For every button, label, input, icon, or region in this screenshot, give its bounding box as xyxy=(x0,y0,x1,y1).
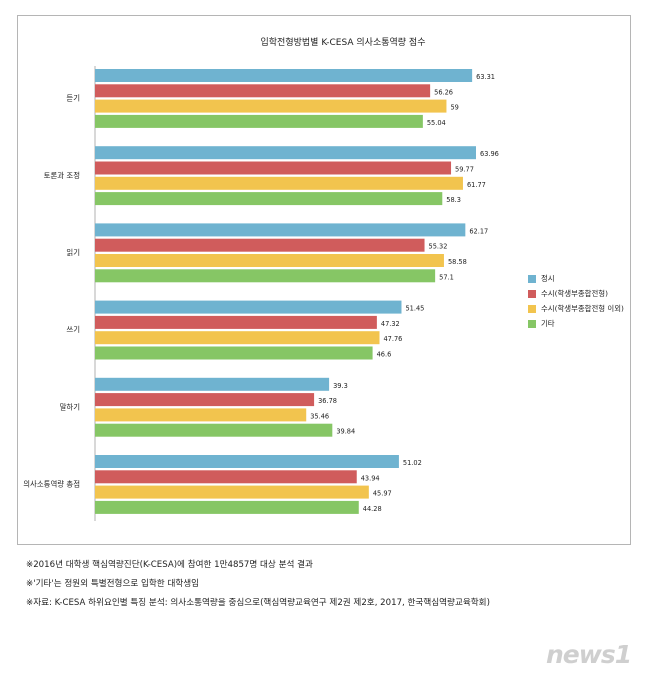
bar xyxy=(95,192,443,206)
bar xyxy=(95,423,333,437)
legend-swatch xyxy=(528,319,536,328)
legend-item: 기타 xyxy=(528,316,624,331)
data-label: 43.94 xyxy=(361,474,380,482)
bar xyxy=(95,69,473,82)
data-label: 58.3 xyxy=(446,196,461,204)
footnote: ※2016년 대학생 핵심역량진단(K-CESA)에 참여한 1만4857명 대… xyxy=(26,560,313,570)
bar xyxy=(95,146,476,160)
bar xyxy=(95,500,359,514)
bar xyxy=(95,269,436,283)
data-label: 46.6 xyxy=(377,351,392,359)
category-label: 읽기 xyxy=(66,248,80,257)
bar xyxy=(95,114,423,128)
bar xyxy=(95,346,373,360)
bar xyxy=(95,300,402,314)
data-label: 63.31 xyxy=(476,73,495,81)
news1-logo: news1 xyxy=(546,640,632,669)
legend-item: 정시 xyxy=(528,271,624,286)
bar xyxy=(95,223,466,237)
bar xyxy=(95,238,425,252)
footnotes: ※2016년 대학생 핵심역량진단(K-CESA)에 참여한 1만4857명 대… xyxy=(26,556,490,613)
legend-swatch xyxy=(528,289,536,298)
data-label: 63.96 xyxy=(480,150,499,158)
bar-chart: 입학전형방법별 K-CESA 의사소통역량 점수 63.31 56.26 59 55.… xyxy=(23,36,499,521)
category-label: 말하기 xyxy=(60,402,80,411)
data-label: 47.76 xyxy=(383,335,402,343)
bar xyxy=(95,470,357,484)
bar xyxy=(95,331,380,345)
data-label: 57.1 xyxy=(439,273,454,281)
bar xyxy=(95,84,431,98)
bars-group: 63.31 56.26 59 55.04 63.96 59.77 61.77 58.3 62.1… xyxy=(95,69,499,514)
data-label: 36.78 xyxy=(318,397,337,405)
data-label: 39.3 xyxy=(333,382,348,390)
data-label: 61.77 xyxy=(467,181,486,189)
data-label: 59 xyxy=(450,104,458,112)
legend-swatch xyxy=(528,274,536,283)
bar xyxy=(95,254,444,267)
data-label: 39.84 xyxy=(336,428,355,436)
data-label: 47.32 xyxy=(381,320,400,328)
data-label: 55.04 xyxy=(427,119,446,127)
data-label: 44.28 xyxy=(363,505,382,513)
legend: 정시 수시(학생부종합전형) 수시(학생부종합전형 이외) 기타 xyxy=(528,271,624,331)
legend-swatch xyxy=(528,304,536,313)
legend-item: 수시(학생부종합전형) xyxy=(528,286,624,301)
bar xyxy=(95,455,399,468)
data-label: 35.46 xyxy=(310,412,329,420)
category-label: 의사소통역량 총점 xyxy=(23,480,80,489)
legend-item: 수시(학생부종합전형 이외) xyxy=(528,301,624,316)
data-label: 56.26 xyxy=(434,88,453,96)
legend-label: 수시(학생부종합전형 이외) xyxy=(541,304,624,313)
data-label: 58.58 xyxy=(448,258,467,266)
data-label: 62.17 xyxy=(469,227,488,235)
data-label: 51.02 xyxy=(403,459,422,467)
bar xyxy=(95,408,307,422)
legend-label: 수시(학생부종합전형) xyxy=(541,289,608,298)
bar xyxy=(95,161,452,175)
data-label: 51.45 xyxy=(405,305,424,313)
category-label: 토론과 조정 xyxy=(44,171,80,180)
bar xyxy=(95,176,463,190)
legend-label: 기타 xyxy=(541,319,555,328)
bar xyxy=(95,377,330,391)
category-label: 쓰기 xyxy=(66,325,80,334)
category-label: 듣기 xyxy=(66,94,80,103)
data-label: 59.77 xyxy=(455,166,474,174)
footnote: ※자료: K-CESA 하위요인별 특징 분석: 의사소통역량을 중심으로(핵심… xyxy=(26,598,490,608)
data-label: 45.97 xyxy=(373,490,392,498)
chart-title: 입학전형방법별 K-CESA 의사소통역량 점수 xyxy=(261,36,426,48)
data-label: 55.32 xyxy=(429,243,448,251)
footnote: ※'기타'는 정원외 특별전형으로 입학한 대학생임 xyxy=(26,579,200,589)
bar xyxy=(95,99,447,113)
bar xyxy=(95,485,369,499)
bar xyxy=(95,315,377,329)
bar xyxy=(95,393,315,407)
legend-label: 정시 xyxy=(541,274,555,283)
